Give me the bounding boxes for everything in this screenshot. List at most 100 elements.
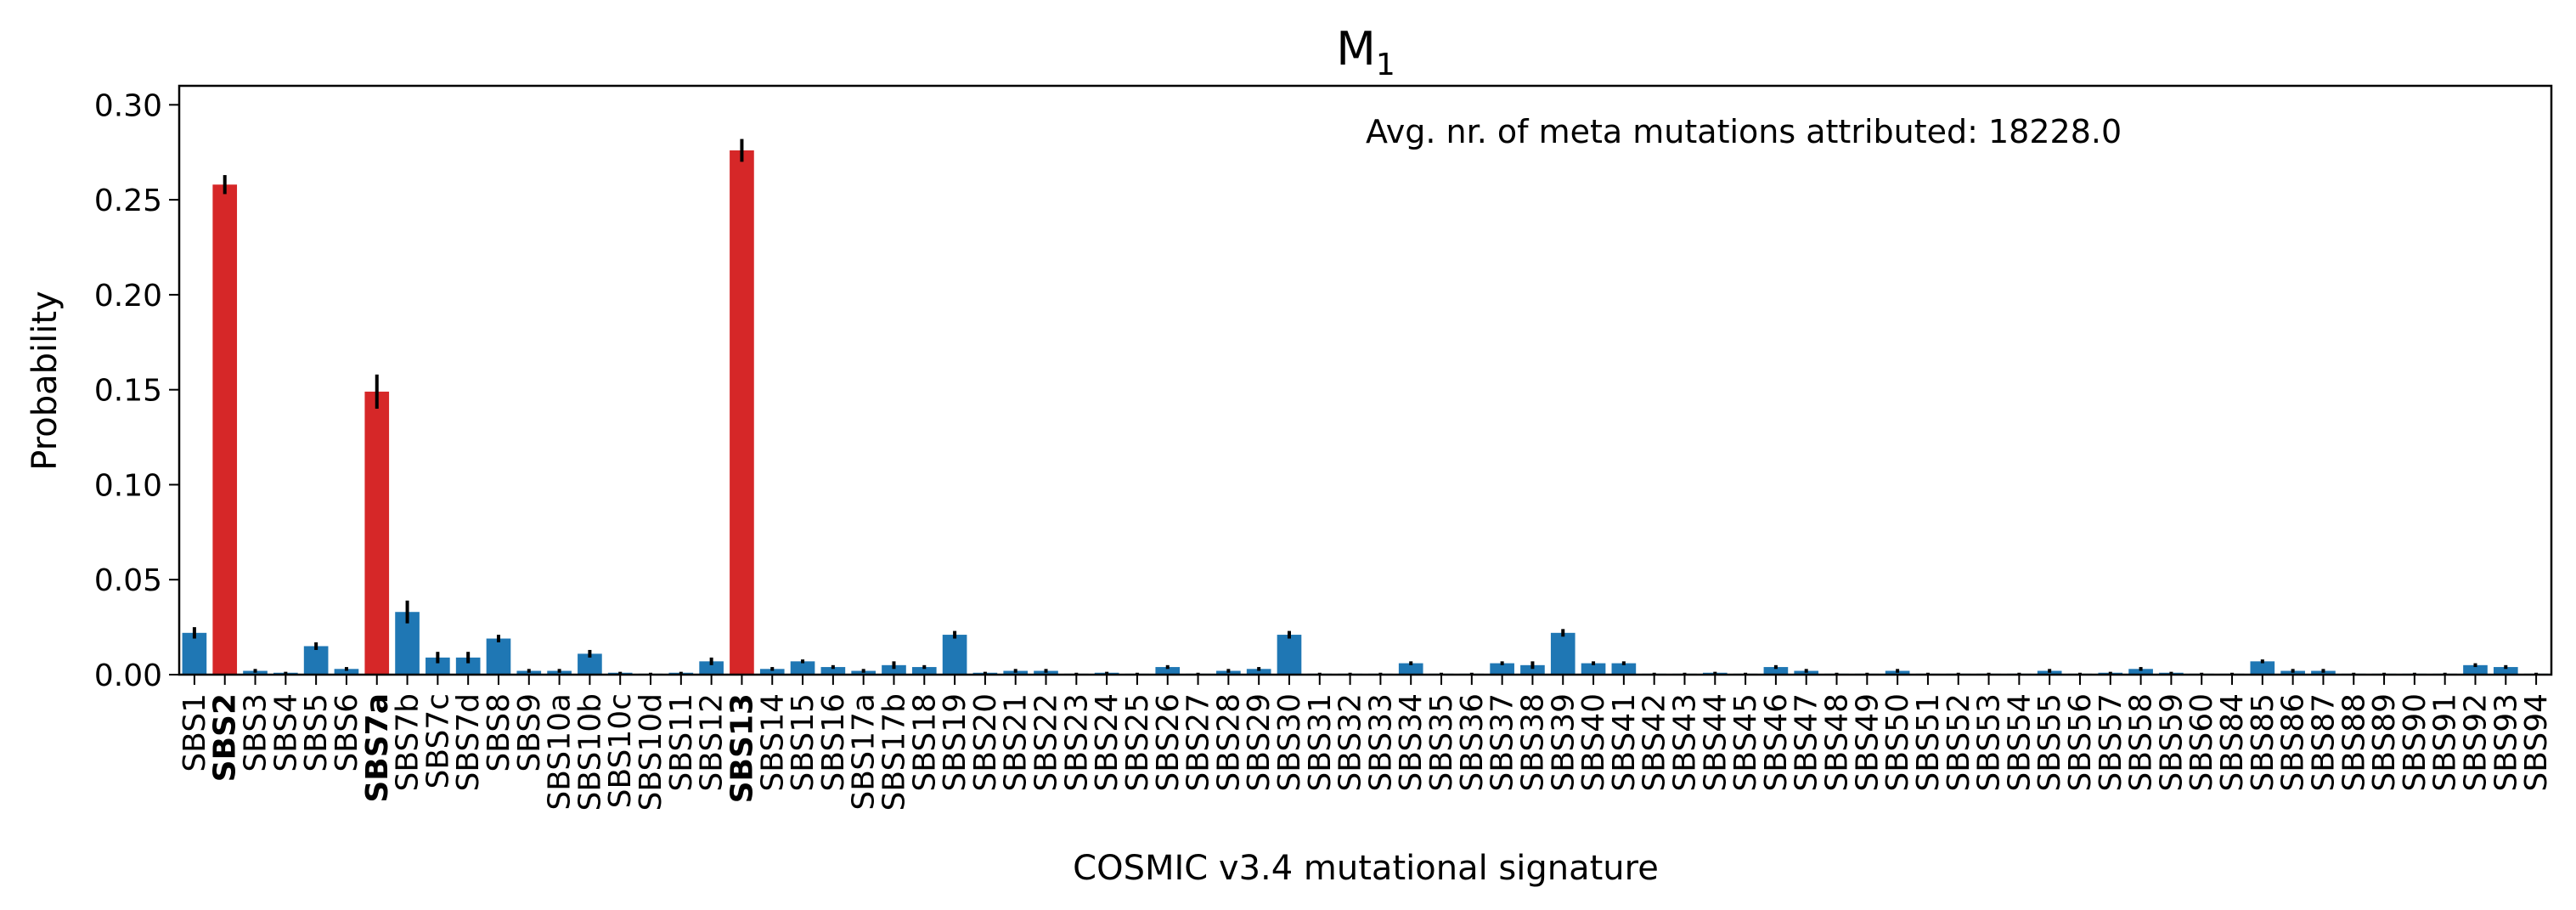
x-tick-label-sbs59: SBS59 bbox=[2154, 693, 2189, 792]
x-tick-label-sbs7a: SBS7a bbox=[360, 693, 395, 803]
x-tick-label-sbs21: SBS21 bbox=[999, 693, 1034, 792]
x-tick-label-sbs28: SBS28 bbox=[1211, 693, 1246, 792]
x-tick-label-sbs92: SBS92 bbox=[2458, 693, 2493, 792]
x-tick-label-sbs93: SBS93 bbox=[2489, 693, 2523, 792]
bar-sbs18 bbox=[911, 667, 937, 675]
bar-sbs6 bbox=[334, 669, 359, 675]
bar-sbs39 bbox=[1550, 632, 1575, 675]
x-tick-label-sbs54: SBS54 bbox=[2002, 693, 2037, 792]
bar-sbs93 bbox=[2493, 667, 2518, 675]
bar-sbs34 bbox=[1398, 663, 1423, 675]
x-tick-label-sbs86: SBS86 bbox=[2276, 693, 2311, 792]
bar-sbs8 bbox=[486, 638, 511, 675]
x-tick-label-sbs13: SBS13 bbox=[724, 693, 759, 803]
bar-sbs17b bbox=[882, 664, 906, 675]
x-tick-label-sbs3: SBS3 bbox=[239, 693, 273, 772]
bar-sbs5 bbox=[303, 646, 329, 675]
x-tick-label-sbs6: SBS6 bbox=[330, 693, 364, 772]
chart-annotation: Avg. nr. of meta mutations attributed: 1… bbox=[1366, 113, 2122, 150]
x-tick-label-sbs46: SBS46 bbox=[1759, 693, 1794, 792]
errorbars-group bbox=[192, 138, 2539, 675]
x-tick-label-sbs91: SBS91 bbox=[2428, 693, 2463, 792]
x-tick-label-sbs5: SBS5 bbox=[299, 693, 334, 772]
x-tick-label-sbs55: SBS55 bbox=[2032, 693, 2067, 792]
bar-sbs29 bbox=[1246, 669, 1271, 675]
x-tick-label-sbs85: SBS85 bbox=[2246, 693, 2280, 792]
bar-sbs85 bbox=[2250, 661, 2275, 675]
x-tick-label-sbs57: SBS57 bbox=[2094, 693, 2128, 792]
bar-sbs15 bbox=[790, 661, 815, 675]
y-tick-label: 0.15 bbox=[94, 374, 162, 409]
x-tick-label-sbs47: SBS47 bbox=[1790, 693, 1824, 792]
x-axis: SBS1SBS2SBS3SBS4SBS5SBS6SBS7aSBS7bSBS7cS… bbox=[178, 675, 2554, 811]
x-tick-label-sbs23: SBS23 bbox=[1059, 693, 1094, 792]
x-tick-label-sbs33: SBS33 bbox=[1363, 693, 1398, 792]
bar-sbs2 bbox=[212, 184, 238, 675]
x-tick-label-sbs42: SBS42 bbox=[1637, 693, 1672, 792]
bar-sbs14 bbox=[759, 669, 785, 675]
y-tick-label: 0.05 bbox=[94, 563, 162, 598]
x-tick-label-sbs26: SBS26 bbox=[1151, 693, 1186, 792]
x-tick-label-sbs41: SBS41 bbox=[1607, 693, 1642, 792]
x-tick-label-sbs14: SBS14 bbox=[755, 693, 790, 792]
x-tick-label-sbs43: SBS43 bbox=[1667, 693, 1702, 792]
x-tick-label-sbs89: SBS89 bbox=[2367, 693, 2402, 792]
plot-frame bbox=[178, 84, 2553, 676]
bar-sbs38 bbox=[1520, 664, 1545, 675]
bar-sbs7a bbox=[364, 391, 390, 675]
x-tick-label-sbs10d: SBS10d bbox=[634, 693, 668, 811]
x-tick-label-sbs19: SBS19 bbox=[938, 693, 972, 792]
x-tick-label-sbs31: SBS31 bbox=[1303, 693, 1338, 792]
x-tick-label-sbs1: SBS1 bbox=[178, 693, 212, 772]
bars-group bbox=[182, 150, 2549, 675]
bar-sbs37 bbox=[1490, 663, 1514, 675]
x-tick-label-sbs50: SBS50 bbox=[1880, 693, 1915, 792]
x-tick-label-sbs58: SBS58 bbox=[2124, 693, 2159, 792]
x-tick-label-sbs37: SBS37 bbox=[1485, 693, 1520, 792]
x-tick-label-sbs38: SBS38 bbox=[1515, 693, 1550, 792]
x-tick-label-sbs56: SBS56 bbox=[2063, 693, 2098, 792]
x-tick-label-sbs52: SBS52 bbox=[1942, 693, 1976, 792]
bar-sbs13 bbox=[730, 150, 754, 675]
y-tick-label: 0.00 bbox=[94, 658, 162, 693]
x-tick-label-sbs32: SBS32 bbox=[1333, 693, 1368, 792]
x-tick-label-sbs39: SBS39 bbox=[1546, 693, 1581, 792]
x-tick-label-sbs51: SBS51 bbox=[1911, 693, 1946, 792]
x-tick-label-sbs60: SBS60 bbox=[2184, 693, 2219, 792]
x-tick-label-sbs29: SBS29 bbox=[1242, 693, 1277, 792]
x-tick-label-sbs27: SBS27 bbox=[1181, 693, 1216, 792]
bar-sbs12 bbox=[699, 661, 724, 675]
bar-sbs30 bbox=[1277, 635, 1302, 675]
x-tick-label-sbs90: SBS90 bbox=[2398, 693, 2432, 792]
x-tick-label-sbs18: SBS18 bbox=[907, 693, 942, 792]
bar-sbs46 bbox=[1763, 667, 1789, 675]
x-tick-label-sbs40: SBS40 bbox=[1576, 693, 1611, 792]
x-tick-label-sbs35: SBS35 bbox=[1424, 693, 1459, 792]
x-tick-label-sbs4: SBS4 bbox=[268, 693, 303, 772]
x-tick-label-sbs49: SBS49 bbox=[1850, 693, 1885, 792]
bar-sbs41 bbox=[1611, 663, 1637, 675]
x-tick-label-sbs10b: SBS10b bbox=[572, 693, 607, 811]
x-tick-label-sbs24: SBS24 bbox=[1090, 693, 1125, 792]
bar-sbs7c bbox=[426, 657, 450, 675]
x-axis-label: COSMIC v3.4 mutational signature bbox=[1073, 849, 1659, 888]
x-tick-label-sbs25: SBS25 bbox=[1120, 693, 1155, 792]
x-tick-label-sbs53: SBS53 bbox=[1972, 693, 2007, 792]
x-tick-label-sbs9: SBS9 bbox=[512, 693, 547, 772]
y-tick-label: 0.30 bbox=[94, 88, 162, 123]
bar-sbs19 bbox=[942, 635, 967, 675]
x-tick-label-sbs10c: SBS10c bbox=[603, 693, 638, 808]
x-tick-label-sbs22: SBS22 bbox=[1029, 693, 1064, 792]
chart-title-subscript: 1 bbox=[1376, 48, 1395, 82]
x-tick-label-sbs30: SBS30 bbox=[1272, 693, 1307, 792]
x-tick-label-sbs48: SBS48 bbox=[1820, 693, 1855, 792]
bar-sbs1 bbox=[182, 632, 207, 675]
x-tick-label-sbs8: SBS8 bbox=[482, 693, 516, 772]
bar-sbs7d bbox=[455, 657, 481, 675]
y-axis: 0.00 0.05 0.10 0.15 0.20 0.25 0.30 bbox=[94, 88, 179, 693]
bar-sbs92 bbox=[2463, 664, 2488, 675]
x-tick-label-sbs94: SBS94 bbox=[2519, 693, 2554, 792]
bar-sbs16 bbox=[820, 667, 846, 675]
